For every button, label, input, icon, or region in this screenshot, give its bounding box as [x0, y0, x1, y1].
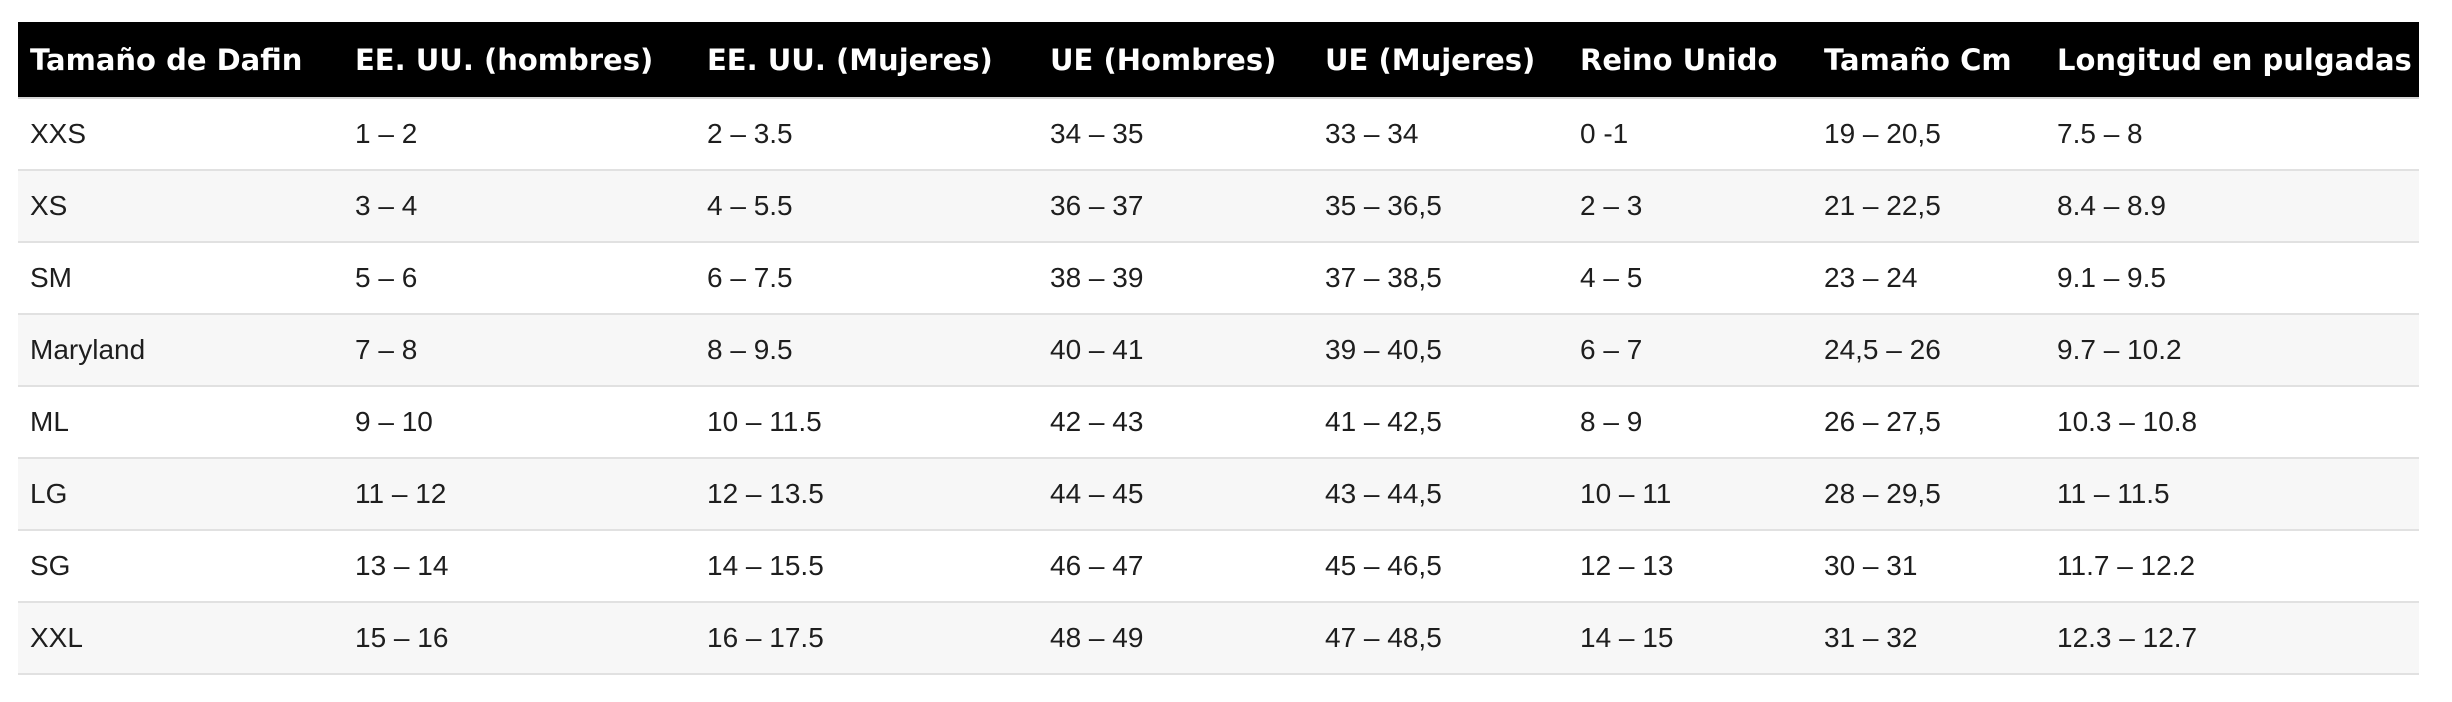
table-cell: 8 – 9.5: [695, 314, 1038, 387]
table-cell: 8.4 – 8.9: [2045, 170, 2419, 243]
table-row: ML 9 – 10 10 – 11.5 42 – 43 41 – 42,5 8 …: [18, 386, 2419, 459]
column-header-eu-men: UE (Hombres): [1038, 22, 1313, 99]
table-cell: 11 – 11.5: [2045, 458, 2419, 531]
table-cell: 2 – 3: [1568, 170, 1812, 243]
size-label: XXL: [18, 602, 343, 675]
table-cell: 10 – 11: [1568, 458, 1812, 531]
table-cell: 46 – 47: [1038, 530, 1313, 603]
size-label: XS: [18, 170, 343, 243]
table-cell: 4 – 5: [1568, 242, 1812, 315]
table-cell: 8 – 9: [1568, 386, 1812, 459]
table-cell: 38 – 39: [1038, 242, 1313, 315]
header-row: Tamaño de Dafin EE. UU. (hombres) EE. UU…: [18, 22, 2419, 99]
table-cell: 9 – 10: [343, 386, 695, 459]
table-cell: 23 – 24: [1812, 242, 2045, 315]
column-header-us-men: EE. UU. (hombres): [343, 22, 695, 99]
table-cell: 37 – 38,5: [1313, 242, 1568, 315]
table-row: XXS 1 – 2 2 – 3.5 34 – 35 33 – 34 0 -1 1…: [18, 98, 2419, 171]
size-chart-container: Tamaño de Dafin EE. UU. (hombres) EE. UU…: [18, 22, 2419, 675]
table-cell: 4 – 5.5: [695, 170, 1038, 243]
size-label: SM: [18, 242, 343, 315]
table-cell: 0 -1: [1568, 98, 1812, 171]
table-cell: 26 – 27,5: [1812, 386, 2045, 459]
table-body: XXS 1 – 2 2 – 3.5 34 – 35 33 – 34 0 -1 1…: [18, 98, 2419, 675]
column-header-dafin-size: Tamaño de Dafin: [18, 22, 343, 99]
table-cell: 48 – 49: [1038, 602, 1313, 675]
size-label: LG: [18, 458, 343, 531]
table-cell: 14 – 15: [1568, 602, 1812, 675]
table-cell: 36 – 37: [1038, 170, 1313, 243]
table-header: Tamaño de Dafin EE. UU. (hombres) EE. UU…: [18, 22, 2419, 99]
table-cell: 11 – 12: [343, 458, 695, 531]
size-label: Maryland: [18, 314, 343, 387]
table-cell: 6 – 7.5: [695, 242, 1038, 315]
table-row: XS 3 – 4 4 – 5.5 36 – 37 35 – 36,5 2 – 3…: [18, 170, 2419, 243]
table-cell: 44 – 45: [1038, 458, 1313, 531]
table-cell: 47 – 48,5: [1313, 602, 1568, 675]
column-header-length-inches: Longitud en pulgadas: [2045, 22, 2419, 99]
table-cell: 40 – 41: [1038, 314, 1313, 387]
table-cell: 42 – 43: [1038, 386, 1313, 459]
table-cell: 2 – 3.5: [695, 98, 1038, 171]
table-cell: 43 – 44,5: [1313, 458, 1568, 531]
table-cell: 9.7 – 10.2: [2045, 314, 2419, 387]
size-chart-table: Tamaño de Dafin EE. UU. (hombres) EE. UU…: [18, 22, 2419, 675]
table-cell: 16 – 17.5: [695, 602, 1038, 675]
table-cell: 10 – 11.5: [695, 386, 1038, 459]
column-header-eu-women: UE (Mujeres): [1313, 22, 1568, 99]
table-cell: 24,5 – 26: [1812, 314, 2045, 387]
table-cell: 13 – 14: [343, 530, 695, 603]
table-row: Maryland 7 – 8 8 – 9.5 40 – 41 39 – 40,5…: [18, 314, 2419, 387]
table-cell: 1 – 2: [343, 98, 695, 171]
table-cell: 31 – 32: [1812, 602, 2045, 675]
table-cell: 5 – 6: [343, 242, 695, 315]
table-cell: 7 – 8: [343, 314, 695, 387]
table-cell: 12 – 13.5: [695, 458, 1038, 531]
table-cell: 14 – 15.5: [695, 530, 1038, 603]
table-cell: 39 – 40,5: [1313, 314, 1568, 387]
table-cell: 12 – 13: [1568, 530, 1812, 603]
table-cell: 30 – 31: [1812, 530, 2045, 603]
table-cell: 28 – 29,5: [1812, 458, 2045, 531]
table-cell: 9.1 – 9.5: [2045, 242, 2419, 315]
table-cell: 19 – 20,5: [1812, 98, 2045, 171]
table-cell: 21 – 22,5: [1812, 170, 2045, 243]
column-header-us-women: EE. UU. (Mujeres): [695, 22, 1038, 99]
table-cell: 12.3 – 12.7: [2045, 602, 2419, 675]
table-cell: 3 – 4: [343, 170, 695, 243]
table-cell: 41 – 42,5: [1313, 386, 1568, 459]
column-header-size-cm: Tamaño Cm: [1812, 22, 2045, 99]
table-cell: 6 – 7: [1568, 314, 1812, 387]
table-cell: 45 – 46,5: [1313, 530, 1568, 603]
table-row: LG 11 – 12 12 – 13.5 44 – 45 43 – 44,5 1…: [18, 458, 2419, 531]
table-cell: 11.7 – 12.2: [2045, 530, 2419, 603]
table-cell: 35 – 36,5: [1313, 170, 1568, 243]
column-header-uk: Reino Unido: [1568, 22, 1812, 99]
table-cell: 15 – 16: [343, 602, 695, 675]
table-cell: 7.5 – 8: [2045, 98, 2419, 171]
table-row: XXL 15 – 16 16 – 17.5 48 – 49 47 – 48,5 …: [18, 602, 2419, 675]
size-label: XXS: [18, 98, 343, 171]
size-label: SG: [18, 530, 343, 603]
table-cell: 34 – 35: [1038, 98, 1313, 171]
table-row: SG 13 – 14 14 – 15.5 46 – 47 45 – 46,5 1…: [18, 530, 2419, 603]
table-cell: 33 – 34: [1313, 98, 1568, 171]
table-cell: 10.3 – 10.8: [2045, 386, 2419, 459]
size-label: ML: [18, 386, 343, 459]
table-row: SM 5 – 6 6 – 7.5 38 – 39 37 – 38,5 4 – 5…: [18, 242, 2419, 315]
